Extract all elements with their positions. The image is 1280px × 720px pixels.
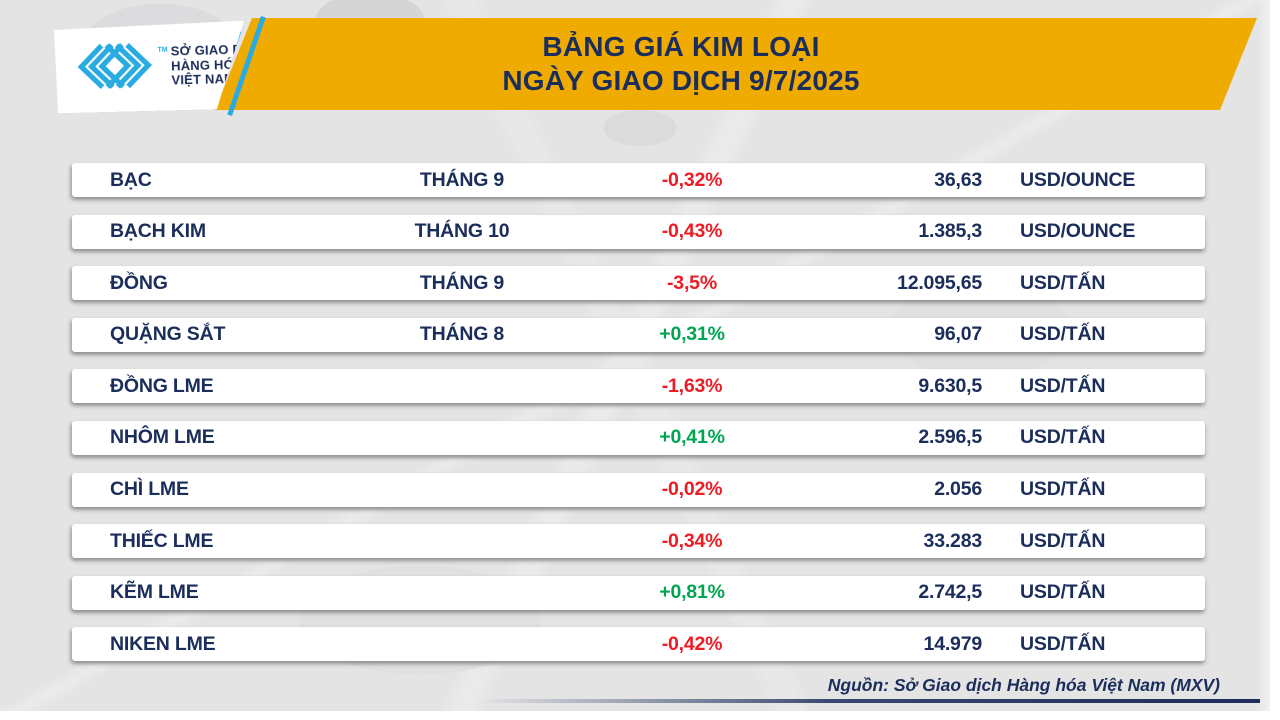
commodity-name: CHÌ LME <box>110 478 189 501</box>
change-percent: -0,02% <box>661 478 723 501</box>
table-row: KẼM LME +0,81% 2.742,5 USD/TẤN <box>72 575 1205 610</box>
price-table: BẠC THÁNG 9 -0,32% 36,63 USD/OUNCE BẠCH … <box>72 163 1205 679</box>
price-unit: USD/TẤN <box>1020 426 1106 449</box>
source-credit: Nguồn: Sở Giao dịch Hàng hóa Việt Nam (M… <box>827 675 1220 695</box>
page-title: BẢNG GIÁ KIM LOẠI <box>542 31 820 62</box>
price-value: 1.385,3 <box>918 220 982 243</box>
contract-month: THÁNG 9 <box>419 168 505 191</box>
commodity-name: KẼM LME <box>110 581 199 604</box>
price-unit: USD/TẤN <box>1020 581 1106 604</box>
contract-month: THÁNG 8 <box>419 323 505 346</box>
price-value: 12.095,65 <box>897 271 982 294</box>
price-value: 2.742,5 <box>918 581 982 604</box>
table-row: ĐỒNG LME -1,63% 9.630,5 USD/TẤN <box>72 369 1205 404</box>
change-percent: -0,42% <box>661 632 723 655</box>
table-row: CHÌ LME -0,02% 2.056 USD/TẤN <box>72 472 1205 507</box>
table-row: NHÔM LME +0,41% 2.596,5 USD/TẤN <box>72 420 1205 455</box>
commodity-name: NHÔM LME <box>110 426 215 449</box>
change-percent: +0,81% <box>659 581 725 604</box>
price-value: 2.596,5 <box>918 426 982 449</box>
price-value: 2.056 <box>934 478 982 501</box>
contract-month: THÁNG 9 <box>419 271 505 294</box>
table-row: THIẾC LME -0,34% 33.283 USD/TẤN <box>72 524 1205 559</box>
price-unit: USD/TẤN <box>1020 529 1106 552</box>
price-unit: USD/TẤN <box>1020 271 1106 294</box>
price-value: 33.283 <box>923 529 983 552</box>
contract-month: THÁNG 10 <box>414 220 510 243</box>
change-percent: +0,31% <box>659 323 725 346</box>
table-row: ĐỒNG THÁNG 9 -3,5% 12.095,65 USD/TẤN <box>72 266 1205 301</box>
price-unit: USD/TẤN <box>1020 632 1106 655</box>
content-panel: BẢNG GIÁ KIM LOẠI NGÀY GIAO DỊCH 9/7/202… <box>0 0 1270 711</box>
title-banner: BẢNG GIÁ KIM LOẠI NGÀY GIAO DỊCH 9/7/202… <box>215 18 1257 110</box>
table-row: BẠCH KIM THÁNG 10 -0,43% 1.385,3 USD/OUN… <box>72 214 1205 249</box>
price-unit: USD/OUNCE <box>1020 220 1136 243</box>
change-percent: -3,5% <box>667 271 717 294</box>
change-percent: -0,32% <box>661 168 723 191</box>
commodity-name: BẠCH KIM <box>110 220 206 243</box>
table-row: NIKEN LME -0,42% 14.979 USD/TẤN <box>72 627 1205 662</box>
commodity-name: ĐỒNG LME <box>110 374 214 397</box>
price-unit: USD/TẤN <box>1020 374 1106 397</box>
mxv-logo: TM SỞ GIAO DỊCH HÀNG HÓA VIỆT NAM <box>54 20 252 113</box>
table-row: QUẶNG SẮT THÁNG 8 +0,31% 96,07 USD/TẤN <box>72 317 1205 352</box>
commodity-name: ĐỒNG <box>110 271 168 294</box>
change-percent: -0,34% <box>661 529 723 552</box>
price-unit: USD/OUNCE <box>1020 168 1136 191</box>
price-unit: USD/TẤN <box>1020 323 1106 346</box>
price-unit: USD/TẤN <box>1020 478 1106 501</box>
price-value: 36,63 <box>934 168 982 191</box>
price-value: 96,07 <box>934 323 982 346</box>
price-value: 14.979 <box>923 632 983 655</box>
change-percent: -0,43% <box>661 220 723 243</box>
footer-accent-line <box>480 699 1260 703</box>
table-row: BẠC THÁNG 9 -0,32% 36,63 USD/OUNCE <box>72 163 1205 197</box>
mxv-chevron-icon <box>70 38 157 97</box>
commodity-name: BẠC <box>110 168 152 191</box>
commodity-name: NIKEN LME <box>110 632 216 655</box>
commodity-name: QUẶNG SẮT <box>110 323 226 346</box>
change-percent: +0,41% <box>659 426 725 449</box>
commodity-name: THIẾC LME <box>110 529 214 552</box>
trading-date: NGÀY GIAO DỊCH 9/7/2025 <box>502 65 860 96</box>
change-percent: -1,63% <box>661 374 723 397</box>
trademark-label: TM <box>157 46 168 54</box>
price-value: 9.630,5 <box>918 374 982 397</box>
